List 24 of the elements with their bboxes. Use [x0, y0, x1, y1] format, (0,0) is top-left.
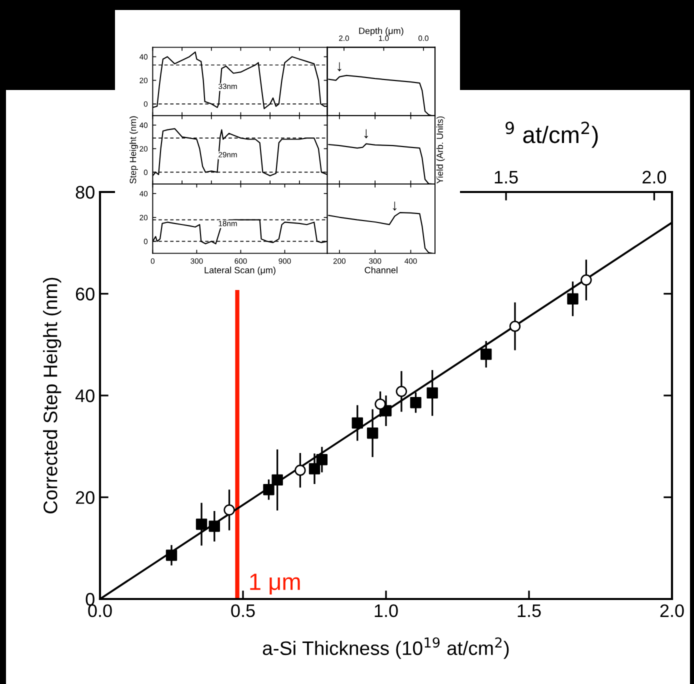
- x-tick-label: 0.0: [88, 604, 112, 618]
- annotation: ↓: [338, 62, 342, 72]
- x-tick-label: 1.0: [374, 604, 398, 618]
- x-tick-label: 2.0: [660, 604, 684, 618]
- x-axis-title: a-Si Thickness (10$^{19}$ at/cm$^{2}$): [262, 637, 509, 659]
- y-tick-label: 60: [76, 288, 94, 300]
- y-axis-title: Yield (Arb. Units): [436, 116, 445, 184]
- y-axis-title: Corrected Step Height (nm): [43, 278, 62, 514]
- ref-line-label: 1 μm: [250, 574, 300, 594]
- x2-tick-label: 2.0: [642, 170, 666, 184]
- x-axis-title: Channel: [364, 266, 398, 274]
- y-axis-title: Step Height (nm): [130, 116, 138, 184]
- x2-tick-label: 1.5: [494, 170, 518, 184]
- x-tick-label: 1.5: [518, 604, 541, 618]
- x2-axis-title: $^{9}$ at/cm$^{2}$): [506, 122, 598, 148]
- x-tick-label: 0.5: [231, 604, 255, 618]
- y-tick-label: 40: [75, 389, 94, 402]
- y-tick-label: 20: [76, 491, 94, 504]
- y-tick-label: 80: [76, 186, 94, 199]
- annotation: ↓: [364, 129, 368, 138]
- y-tick-label: 0: [86, 592, 94, 606]
- x2-axis-title: Depth (μm): [359, 27, 404, 36]
- annotation: ↓: [392, 202, 396, 211]
- x-axis-title: Lateral Scan (μm): [204, 266, 276, 276]
